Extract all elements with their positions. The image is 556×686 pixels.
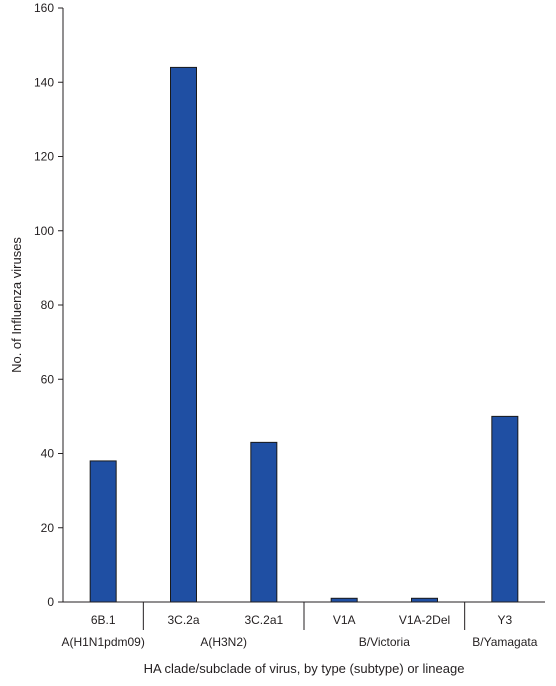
y-tick-label: 160 — [34, 1, 54, 15]
x-tick-label: V1A — [333, 613, 356, 627]
y-tick-label: 100 — [34, 224, 54, 238]
y-tick-label: 20 — [41, 521, 55, 535]
bar-6b-1 — [89, 460, 117, 603]
bar-3c-2a1 — [250, 441, 278, 603]
x-tick-label: 3C.2a — [167, 613, 199, 627]
x-tick-label: 6B.1 — [91, 613, 116, 627]
x-tick-label: Y3 — [497, 613, 512, 627]
bars-layer — [89, 66, 519, 603]
y-tick-label: 120 — [34, 150, 54, 164]
bar-y3 — [491, 415, 519, 603]
x-axis-title: HA clade/subclade of virus, by type (sub… — [144, 661, 465, 676]
bar-3c-2a — [170, 66, 197, 603]
y-tick-label: 140 — [34, 75, 54, 89]
group-labels: A(H1N1pdm09) A(H3N2) B/Victoria B/Yamagata — [61, 602, 538, 649]
bar-v1a — [330, 597, 358, 603]
y-axis-title: No. of Influenza viruses — [9, 237, 24, 373]
bar-v1a-2del — [411, 597, 438, 603]
group-label: A(H3N2) — [200, 635, 247, 649]
y-tick-label: 80 — [41, 298, 55, 312]
x-tick-label: V1A-2Del — [399, 613, 450, 627]
axes-layer — [62, 8, 545, 603]
y-ticks: 0 20 40 60 80 100 120 140 160 — [34, 1, 63, 609]
y-tick-label: 0 — [47, 595, 54, 609]
group-label: A(H1N1pdm09) — [61, 635, 144, 649]
y-tick-label: 40 — [41, 447, 55, 461]
y-tick-label: 60 — [41, 372, 55, 386]
x-ticks: 6B.1 3C.2a 3C.2a1 V1A V1A-2Del Y3 — [91, 613, 513, 627]
group-label: B/Yamagata — [472, 635, 537, 649]
group-label: B/Victoria — [359, 635, 410, 649]
x-tick-label: 3C.2a1 — [244, 613, 283, 627]
